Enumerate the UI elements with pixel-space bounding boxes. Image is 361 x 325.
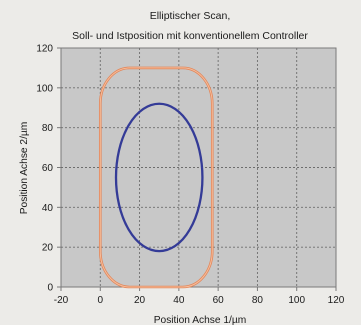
orange-series-inner-line [99, 67, 213, 288]
y-tick-label: 0 [47, 283, 53, 294]
x-axis-label: Position Achse 1/µm [154, 315, 247, 325]
y-axis: 0 20 40 60 80 100 120 [36, 44, 61, 294]
x-tick-label: 60 [213, 295, 225, 306]
chart-subtitle: Soll- und Istposition mit konventionelle… [72, 30, 308, 42]
x-tick-label: -20 [54, 295, 69, 306]
chart-title: Elliptischer Scan, [150, 10, 231, 22]
x-axis: -20 0 20 40 60 80 100 120 [54, 287, 345, 306]
x-tick-label: 40 [173, 295, 185, 306]
x-tick-label: 0 [98, 295, 104, 306]
y-tick-label: 100 [36, 83, 53, 94]
x-tick-label: 100 [288, 295, 305, 306]
x-tick-label: 120 [328, 295, 345, 306]
y-tick-label: 60 [42, 163, 54, 174]
blue-series-ellipse [114, 102, 204, 253]
y-tick-label: 80 [42, 123, 54, 134]
y-axis-label: Position Achse 2/µm [19, 122, 30, 215]
series-layer [98, 66, 214, 289]
x-tick-label: 80 [252, 295, 264, 306]
x-tick-label: 20 [134, 295, 146, 306]
y-tick-label: 120 [36, 44, 53, 55]
y-tick-label: 20 [42, 243, 54, 254]
y-tick-label: 40 [42, 203, 54, 214]
plot-area [60, 47, 337, 288]
